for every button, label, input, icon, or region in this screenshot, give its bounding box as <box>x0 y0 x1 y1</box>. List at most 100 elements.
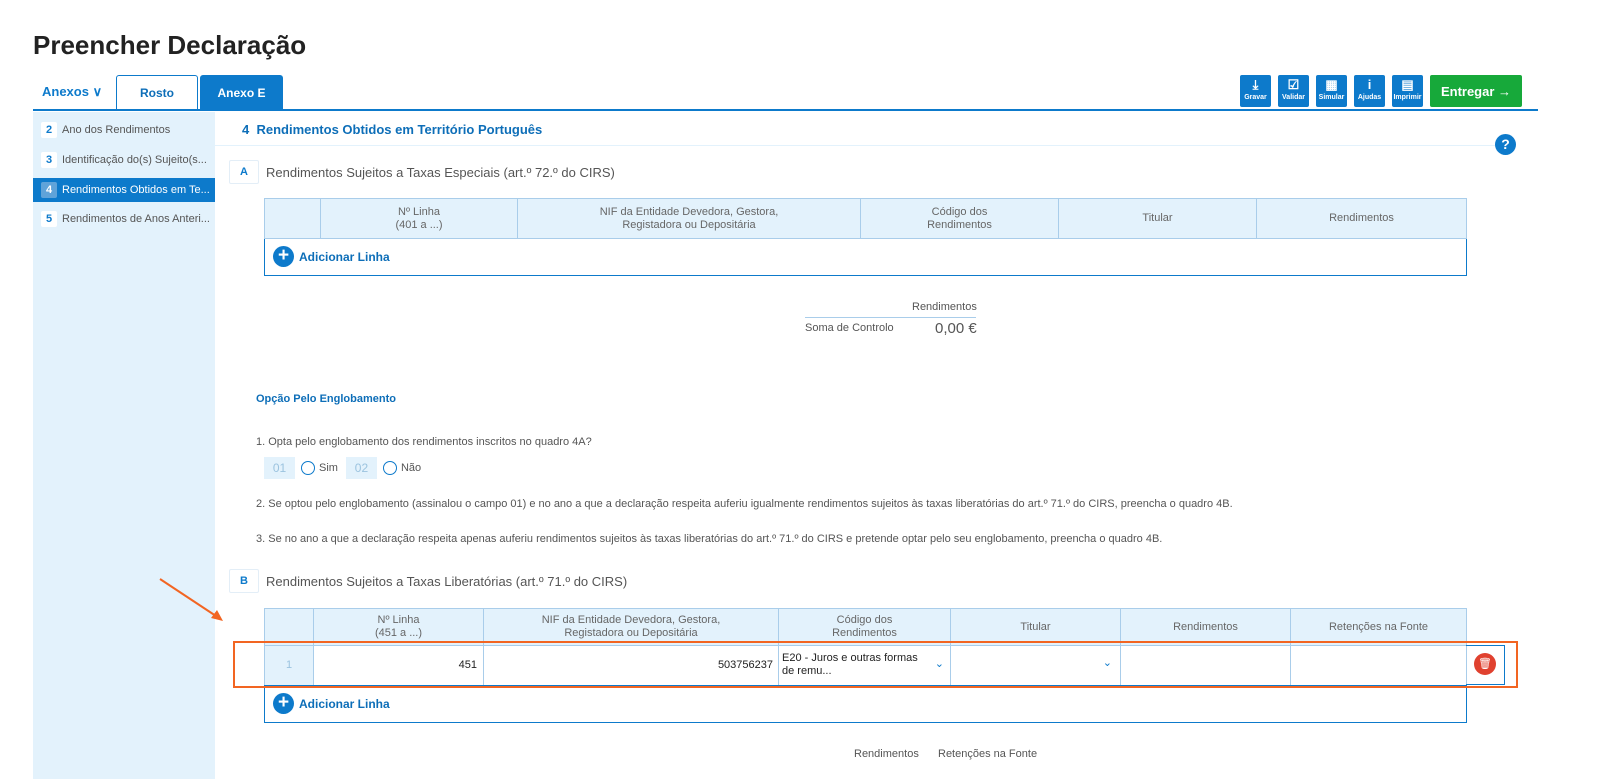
row-index: 1 <box>264 645 314 686</box>
option-code: 01 <box>264 457 295 479</box>
col-titular: Titular <box>950 608 1121 646</box>
rendimentos-input[interactable] <box>1120 645 1291 686</box>
col-rendimentos: Rendimentos <box>1120 608 1291 646</box>
validar-button[interactable]: ☑ Validar <box>1278 75 1309 107</box>
annotation-arrow-icon <box>159 578 223 621</box>
page-title: Preencher Declaração <box>33 30 307 60</box>
retencoes-input[interactable] <box>1290 645 1467 686</box>
summary-divider <box>805 317 976 318</box>
gravar-label: Gravar <box>1244 94 1267 101</box>
entregar-button[interactable]: Entregar → <box>1430 75 1522 107</box>
chevron-down-icon: ⌄ <box>934 658 944 670</box>
col-nif: NIF da Entidade Devedora, Gestora, Regis… <box>483 608 779 646</box>
sidebar-item-anos-anteriores[interactable]: 5 Rendimentos de Anos Anteri... <box>33 207 215 231</box>
item-number: 4 <box>41 182 57 198</box>
sidebar-item-ano[interactable]: 2 Ano dos Rendimentos <box>33 118 215 142</box>
linha-input[interactable]: 451 <box>313 645 484 686</box>
quadro-a-title: Rendimentos Sujeitos a Taxas Especiais (… <box>266 165 615 180</box>
checkbox-icon: ☑ <box>1287 77 1300 92</box>
col-index <box>264 198 321 239</box>
quadro-a-table: Nº Linha (401 a ...) NIF da Entidade Dev… <box>264 198 1467 276</box>
quadro-b-badge: B <box>229 569 259 593</box>
anexos-label: Anexos <box>42 84 89 99</box>
download-icon: ⤓ <box>1252 77 1259 92</box>
trash-icon[interactable]: 🗑 <box>1474 653 1496 675</box>
sidebar: 2 Ano dos Rendimentos 3 Identificação do(s… <box>33 112 215 779</box>
section-title: 4 Rendimentos Obtidos em Território Port… <box>242 122 542 137</box>
ajudas-label: Ajudas <box>1357 94 1382 101</box>
englobamento-options: 01 Sim 02 Não <box>264 457 421 479</box>
sidebar-item-identificacao[interactable]: 3 Identificação do(s) Sujeito(s... <box>33 148 215 172</box>
add-line-label: Adicionar Linha <box>299 249 390 264</box>
simular-label: Simular <box>1318 94 1345 101</box>
section-title-text: Rendimentos Obtidos em Território Portug… <box>256 122 543 137</box>
quadro-b-add-line-button[interactable]: + Adicionar Linha <box>273 693 390 714</box>
tab-anexo-e[interactable]: Anexo E <box>200 75 283 110</box>
item-number: 3 <box>41 152 57 168</box>
help-icon[interactable]: ? <box>1495 134 1516 155</box>
summary-a-col: Rendimentos <box>912 301 977 313</box>
gravar-button[interactable]: ⤓ Gravar <box>1240 75 1271 107</box>
titular-select[interactable]: ⌄ <box>950 645 1121 686</box>
printer-icon: ▤ <box>1401 77 1414 92</box>
plus-icon: + <box>273 246 294 267</box>
section-divider <box>215 145 1505 146</box>
validar-label: Validar <box>1282 94 1305 101</box>
add-line-label: Adicionar Linha <box>299 696 390 711</box>
col-titular: Titular <box>1058 198 1257 239</box>
nif-input[interactable]: 503756237 <box>483 645 779 686</box>
col-codigo: Código dos Rendimentos <box>778 608 951 646</box>
item-number: 2 <box>41 122 57 138</box>
quadro-b-title: Rendimentos Sujeitos a Taxas Liberatória… <box>266 574 628 589</box>
quadro-b-table: Nº Linha (451 a ...) NIF da Entidade Dev… <box>264 608 1467 723</box>
englobamento-q1: 1. Opta pelo englobamento dos rendimento… <box>256 436 592 448</box>
englobamento-title: Opção Pelo Englobamento <box>256 393 396 405</box>
englobamento-q3: 3. Se no ano a que a declaração respeita… <box>256 533 1163 545</box>
option-code: 02 <box>345 457 377 479</box>
col-retencoes: Retenções na Fonte <box>1290 608 1467 646</box>
section-number: 4 <box>242 122 250 137</box>
summary-b-col1: Rendimentos <box>854 748 919 760</box>
tab-rosto[interactable]: Rosto <box>116 75 198 110</box>
option-sim-label: Sim <box>319 462 338 474</box>
radio-nao[interactable] <box>382 461 397 475</box>
tabs-divider <box>33 109 1538 111</box>
col-codigo: Código dos Rendimentos <box>860 198 1059 239</box>
radio-sim[interactable] <box>301 461 315 475</box>
annotation-highlight-box <box>233 641 1518 688</box>
codigo-value: E20 - Juros e outras formas de remu... <box>782 652 918 678</box>
sidebar-item-label: Rendimentos Obtidos em Te... <box>62 184 210 196</box>
col-nif: NIF da Entidade Devedora, Gestora, Regis… <box>517 198 861 239</box>
item-number: 5 <box>41 211 57 227</box>
imprimir-label: Imprimir <box>1393 94 1422 101</box>
info-icon: i <box>1367 77 1372 92</box>
sidebar-item-rendimentos-obtidos[interactable]: 4 Rendimentos Obtidos em Te... <box>33 178 215 202</box>
option-nao-label: Não <box>400 462 422 474</box>
englobamento-q2: 2. Se optou pelo englobamento (assinalou… <box>256 498 1233 510</box>
summary-a-value: 0,00 € <box>935 320 977 337</box>
col-linha: Nº Linha (451 a ...) <box>313 608 484 646</box>
sidebar-item-label: Ano dos Rendimentos <box>62 124 171 136</box>
chevron-down-icon: ∨ <box>92 84 103 99</box>
plus-icon: + <box>273 693 294 714</box>
col-linha: Nº Linha (401 a ...) <box>320 198 518 239</box>
sidebar-item-label: Identificação do(s) Sujeito(s... <box>62 154 207 166</box>
chevron-down-icon: ⌄ <box>1102 657 1112 669</box>
quadro-a-badge: A <box>229 160 259 184</box>
anexos-dropdown[interactable]: Anexos ∨ <box>42 84 102 100</box>
imprimir-button[interactable]: ▤ Imprimir <box>1392 75 1423 107</box>
col-rendimentos: Rendimentos <box>1256 198 1467 239</box>
delete-cell <box>1466 645 1505 685</box>
codigo-select[interactable]: E20 - Juros e outras formas de remu... ⌄ <box>778 645 951 686</box>
summary-a-label: Soma de Controlo <box>805 322 894 334</box>
ajudas-button[interactable]: i Ajudas <box>1354 75 1385 107</box>
quadro-a-add-line-button[interactable]: + Adicionar Linha <box>273 246 390 267</box>
entregar-label: Entregar <box>1440 83 1495 99</box>
arrow-right-icon: → <box>1498 83 1512 99</box>
simular-button[interactable]: ▦ Simular <box>1316 75 1347 107</box>
table-row: 1 451 503756237 E20 - Juros e outras for… <box>264 645 1467 686</box>
sidebar-item-label: Rendimentos de Anos Anteri... <box>62 213 210 225</box>
summary-b-col2: Retenções na Fonte <box>938 748 1038 760</box>
calculator-icon: ▦ <box>1325 77 1338 92</box>
col-index <box>264 608 314 646</box>
